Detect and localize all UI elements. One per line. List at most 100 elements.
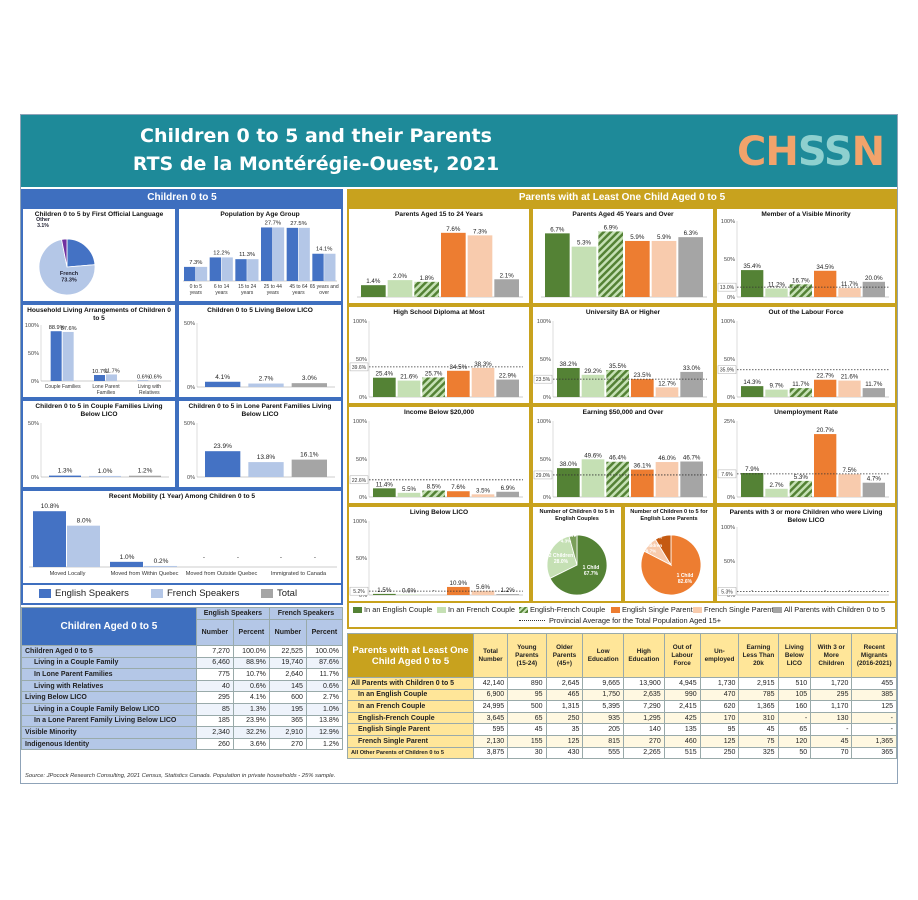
bar	[471, 367, 495, 397]
table-cell: 9,665	[582, 677, 624, 690]
x-tick-label: years	[190, 290, 203, 296]
table-body: All Parents with Children 0 to 5 42,140 89…	[347, 677, 897, 760]
y-tick-label: 50%	[724, 559, 735, 565]
data-label: 1.0%	[120, 554, 135, 561]
slice-label: 2 Children	[549, 553, 573, 559]
bar	[494, 279, 519, 297]
x-tick-label: 0 to 5	[190, 284, 203, 290]
table-cell: 145	[268, 679, 307, 693]
table-cell: 2,415	[663, 700, 701, 713]
column-header: High Education	[622, 633, 665, 678]
data-label: -	[280, 554, 282, 561]
table-cell: 785	[738, 688, 779, 702]
table-row: Living Below LICO 295 4.1% 600 2.7%	[21, 691, 344, 704]
bar	[741, 270, 764, 297]
provincial-label: 5.3%	[721, 589, 733, 595]
column-header: Out of Labour Force	[663, 633, 701, 678]
data-label: 3.0%	[302, 375, 317, 382]
slice-value: 3.1%	[37, 223, 49, 229]
table-cell: 100.0%	[232, 645, 270, 658]
chart-household: 100% 50% 0% 88.9%87.6% Couple Families 10.7%1…	[25, 323, 171, 396]
data-label: 9.7%	[769, 383, 784, 390]
x-tick-label: 45 to 64	[289, 284, 307, 290]
data-label: 21.6%	[400, 374, 418, 381]
table-cell: 600	[268, 691, 307, 704]
pie-slice	[549, 534, 608, 596]
panel-p45: Parents Aged 45 Years and Over 6.7% 5.3% 6…	[531, 207, 715, 305]
bar	[789, 480, 812, 497]
table-cell: 2.7%	[305, 691, 344, 704]
provincial-box	[717, 282, 737, 292]
data-label: 1.8%	[420, 275, 435, 282]
table-cell: 260	[195, 737, 234, 751]
y-tick-label: 0%	[31, 475, 39, 481]
data-label: 5.3%	[577, 240, 592, 247]
table-cell: 12.9%	[305, 726, 344, 739]
column-header: Young Parents (15-24)	[507, 633, 547, 678]
table-cell: 595	[472, 723, 509, 736]
panel-mobility: Recent Mobility (1 Year) Among Children …	[21, 489, 343, 585]
data-label: 27.7%	[265, 220, 281, 226]
table-cell: 70	[810, 746, 853, 760]
y-tick-label: 100%	[25, 323, 39, 329]
y-tick-label: 50%	[724, 257, 735, 263]
column-header: With 3 or More Children	[810, 633, 853, 678]
slice-label: 2 Children	[640, 543, 663, 548]
data-label: 2.7%	[259, 376, 274, 383]
table-cell: 555	[582, 746, 624, 760]
page-title: Children 0 to 5 and their Parents	[140, 125, 492, 147]
chart-univ: 100% 50% 0% 38.2% 29.2% 35.5% 23.5% 12.7% 33.0% 2…	[533, 319, 707, 401]
provincial-box	[717, 365, 737, 374]
table-cell: 460	[663, 734, 701, 748]
table-cell: 2,340	[195, 726, 234, 739]
table-cell: 470	[699, 688, 740, 702]
legend-french-single: French Single Parent	[693, 605, 773, 614]
column-header: Earning Less Than 20k	[738, 633, 779, 678]
table-cell: 2,915	[738, 677, 779, 690]
table-cell: 7,270	[195, 645, 234, 658]
data-label: 88.9%	[49, 325, 65, 331]
bar	[471, 494, 495, 497]
bar	[110, 561, 143, 567]
data-label: 2.0%	[393, 273, 408, 280]
legend-english-single: English Single Parent	[611, 605, 693, 614]
bar	[471, 590, 495, 595]
slice-value: 4.3%	[561, 539, 571, 544]
table-cell: 5,395	[582, 700, 624, 713]
table-cell: 465	[545, 688, 584, 702]
panel-univ: University BA or Higher 100% 50% 0% 38.2% 29…	[531, 305, 715, 405]
bar	[447, 370, 470, 397]
chart-highschool: 100% 50% 0% 25.4% 21.6% 25.7% 34.5% 38.3% 22.9% 3…	[349, 319, 523, 401]
legend-swatch	[611, 606, 620, 613]
y-tick-label: 0%	[543, 395, 551, 401]
slice-label: French	[60, 271, 79, 277]
chart-income: 100% 50% 0% 11.4% 5.5% 8.5% 7.6% 3.5% 6.9% 22.6%	[349, 419, 523, 501]
slice-value: 82.6%	[678, 579, 693, 585]
table-cell: 365	[851, 746, 897, 760]
table-cell: 1,730	[699, 677, 740, 690]
data-label: 33.0%	[683, 365, 701, 372]
table-cell: 1,170	[810, 700, 853, 713]
bar	[291, 459, 327, 477]
y-tick-label: 50%	[356, 357, 367, 363]
panel-earning: Earning $50,000 and Over 100% 50% 0% 38.0% 4…	[531, 405, 715, 505]
table-cell: 50	[777, 746, 812, 760]
table-cell: 2,645	[545, 677, 584, 690]
panel-highschool: High School Diploma at Most 100% 50% 0% 25.…	[347, 305, 531, 405]
table-cell: 11.7%	[305, 668, 344, 681]
provincial-label: 22.6%	[352, 478, 367, 484]
legend-swatch	[261, 589, 273, 598]
bar	[862, 482, 885, 497]
data-label: 1.2%	[501, 587, 516, 594]
bar	[606, 461, 629, 497]
table-cell: 87.6%	[305, 656, 344, 670]
data-label: 29.2%	[584, 368, 602, 375]
panel-p1524: Parents Aged 15 to 24 Years 1.4% 2.0% 1.8%…	[347, 207, 531, 305]
panel-licocouple: Children 0 to 5 in Couple Families Livin…	[21, 399, 177, 489]
bar	[678, 237, 703, 297]
provincial-box	[717, 469, 737, 479]
right-legend: In an English Couple In an French Couple…	[347, 603, 897, 629]
column-header: Percent	[305, 618, 344, 647]
bar	[557, 468, 580, 497]
x-tick-label: Lone Parent	[92, 384, 120, 390]
